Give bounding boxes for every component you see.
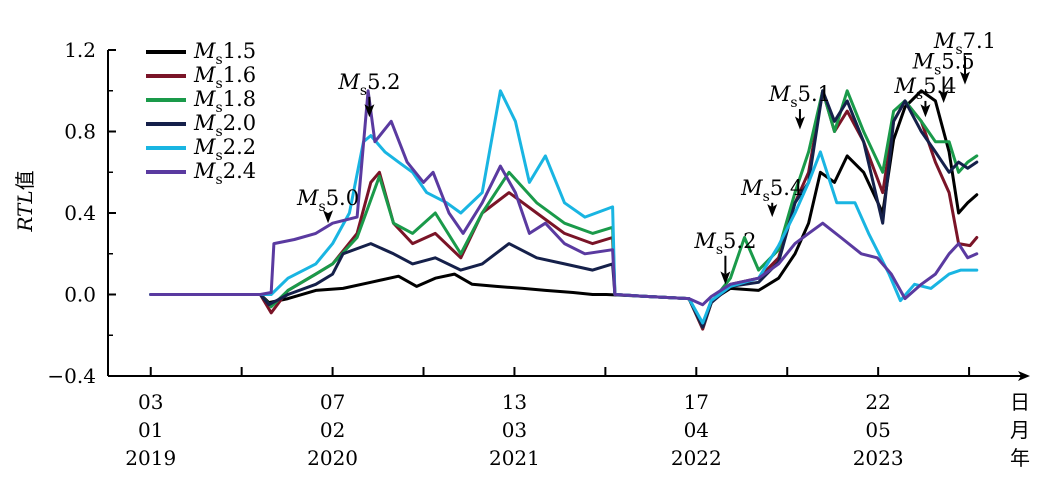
annotation-arrowhead — [794, 116, 805, 130]
x-tick-label: 07 — [320, 390, 345, 414]
axes: −0.4 0.0 0.4 0.8 1.2 RTL值 03 01 2019 07 02 2020 13 03… — [13, 38, 1030, 470]
y-tick-label: 1.2 — [64, 38, 96, 62]
annotation-label: Ms7.1 — [933, 29, 996, 58]
x-tick-label: 17 — [684, 390, 709, 414]
x-tick-label: 02 — [320, 418, 345, 442]
series-layer — [149, 89, 979, 331]
annotation-arrowhead — [920, 104, 931, 118]
legend-label: Ms1.5 — [193, 39, 256, 68]
x-tick-label: 04 — [684, 418, 709, 442]
y-tick-label: 0.0 — [64, 283, 96, 307]
annotation-arrowhead — [959, 71, 970, 85]
x-axis-arrowhead — [1018, 371, 1030, 381]
legend-label: Ms2.4 — [193, 159, 256, 188]
annotation-label: Ms5.0 — [296, 186, 359, 215]
y-tick-label: 0.4 — [64, 201, 96, 225]
x-tick-label: 2020 — [307, 446, 358, 470]
x-tick-label: 13 — [502, 390, 527, 414]
annotation-label: Ms5.2 — [693, 229, 756, 258]
y-tick-label: −0.4 — [47, 364, 96, 388]
legend-label: Ms2.0 — [193, 111, 256, 140]
annotation-arrowhead — [323, 210, 334, 224]
x-tick-label: 2019 — [125, 446, 176, 470]
legend-label: Ms2.2 — [193, 135, 256, 164]
x-tick-label: 01 — [138, 418, 163, 442]
annotation-arrowhead — [720, 271, 731, 285]
annotation-label: Ms5.2 — [337, 70, 400, 99]
annotation-arrowhead — [364, 104, 375, 118]
series-line-ms2-4 — [149, 89, 979, 307]
annotation-arrowhead — [767, 204, 778, 218]
y-tick-label: 0.8 — [64, 120, 96, 144]
x-axis-title-char: 年 — [1010, 446, 1030, 470]
x-axis-title-char: 月 — [1010, 418, 1030, 442]
annotation-label: Ms5.4 — [740, 176, 803, 205]
x-tick-label: 03 — [138, 390, 163, 414]
annotation-arrowhead — [938, 89, 949, 103]
annotation-label: Ms5.1 — [768, 82, 831, 111]
legend-label: Ms1.8 — [193, 87, 256, 116]
legend-label: Ms1.6 — [193, 63, 256, 92]
x-tick-label: 2023 — [853, 446, 904, 470]
series-line-ms2-2 — [149, 89, 979, 325]
x-tick-label: 03 — [502, 418, 527, 442]
x-tick-label: 2021 — [489, 446, 540, 470]
x-tick-label: 2022 — [671, 446, 722, 470]
annotation-label: Ms5.5 — [912, 49, 975, 78]
x-tick-label: 05 — [865, 418, 890, 442]
series-line-ms1-6 — [149, 89, 979, 331]
x-tick-label: 22 — [865, 390, 890, 414]
x-axis-title-char: 日 — [1010, 390, 1030, 414]
annotation-label: Ms5.4 — [893, 74, 956, 103]
y-axis-title: RTL值 — [13, 170, 37, 232]
